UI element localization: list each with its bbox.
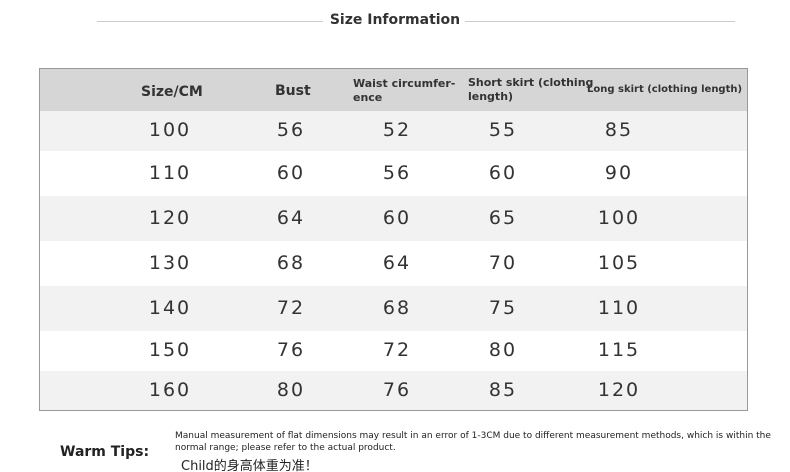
column-header: Size/CM — [141, 84, 203, 100]
table-cell: 100 — [148, 119, 192, 141]
table-cell: 70 — [488, 251, 518, 274]
table-cell: 100 — [597, 206, 641, 229]
table-row: 100 56 52 55 85 — [40, 111, 747, 151]
column-header: ence — [353, 91, 383, 104]
size-table: Size/CM Bust Waist circumfer-ence Short ski… — [39, 68, 748, 411]
table-cell: 76 — [276, 339, 306, 361]
table-row: 110 60 56 60 90 — [40, 151, 747, 196]
table-cell: 60 — [276, 161, 306, 184]
table-cell: 80 — [488, 339, 518, 361]
table-cell: 120 — [148, 206, 192, 229]
column-header: length) — [468, 90, 514, 103]
table-cell: 105 — [597, 251, 641, 274]
column-header: Long skirt (clothing length) — [587, 84, 743, 95]
table-cell: 72 — [276, 296, 306, 319]
table-cell: 55 — [488, 119, 518, 141]
tips-label: Warm Tips: — [60, 444, 150, 460]
tips-note: normal range; please refer to the actual… — [175, 443, 396, 453]
column-header: Short skirt (clothing — [468, 76, 594, 89]
table-cell: 65 — [488, 206, 518, 229]
table-cell: 160 — [148, 378, 192, 401]
table-cell: 68 — [382, 296, 412, 319]
table-cell: 80 — [276, 378, 306, 401]
title-rule — [465, 21, 735, 22]
table-cell: 130 — [148, 251, 192, 274]
table-cell: 72 — [382, 339, 412, 361]
table-cell: 85 — [604, 119, 634, 141]
table-cell: 110 — [597, 296, 641, 319]
title: Size Information — [329, 12, 461, 28]
table-cell: 150 — [148, 339, 192, 361]
table-row: 140 72 68 75 110 — [40, 286, 747, 331]
column-header: Waist circumfer- — [353, 77, 456, 90]
table-row: 150 76 72 80 115 — [40, 331, 747, 371]
title-rule — [97, 21, 323, 22]
table-cell: 60 — [488, 161, 518, 184]
table-cell: 115 — [597, 339, 641, 361]
table-cell: 60 — [382, 206, 412, 229]
table-cell: 64 — [276, 206, 306, 229]
table-cell: 56 — [382, 161, 412, 184]
table-row: 130 68 64 70 105 — [40, 241, 747, 286]
table-cell: 85 — [488, 378, 518, 401]
table-cell: 64 — [382, 251, 412, 274]
table-cell: 56 — [276, 119, 306, 141]
tips-note: Manual measurement of flat dimensions ma… — [175, 431, 771, 441]
tips-child: Child的身高体重为准！ — [181, 459, 318, 472]
table-cell: 90 — [604, 161, 634, 184]
table-cell: 120 — [597, 378, 641, 401]
table-cell: 75 — [488, 296, 518, 319]
table-header: Size/CM Bust Waist circumfer-ence Short ski… — [40, 69, 747, 111]
table-cell: 110 — [148, 161, 192, 184]
table-cell: 52 — [382, 119, 412, 141]
table-row: 160 80 76 85 120 — [40, 371, 747, 410]
table-cell: 68 — [276, 251, 306, 274]
table-row: 120 64 60 65 100 — [40, 196, 747, 241]
table-cell: 76 — [382, 378, 412, 401]
table-cell: 140 — [148, 296, 192, 319]
column-header: Bust — [275, 83, 311, 99]
